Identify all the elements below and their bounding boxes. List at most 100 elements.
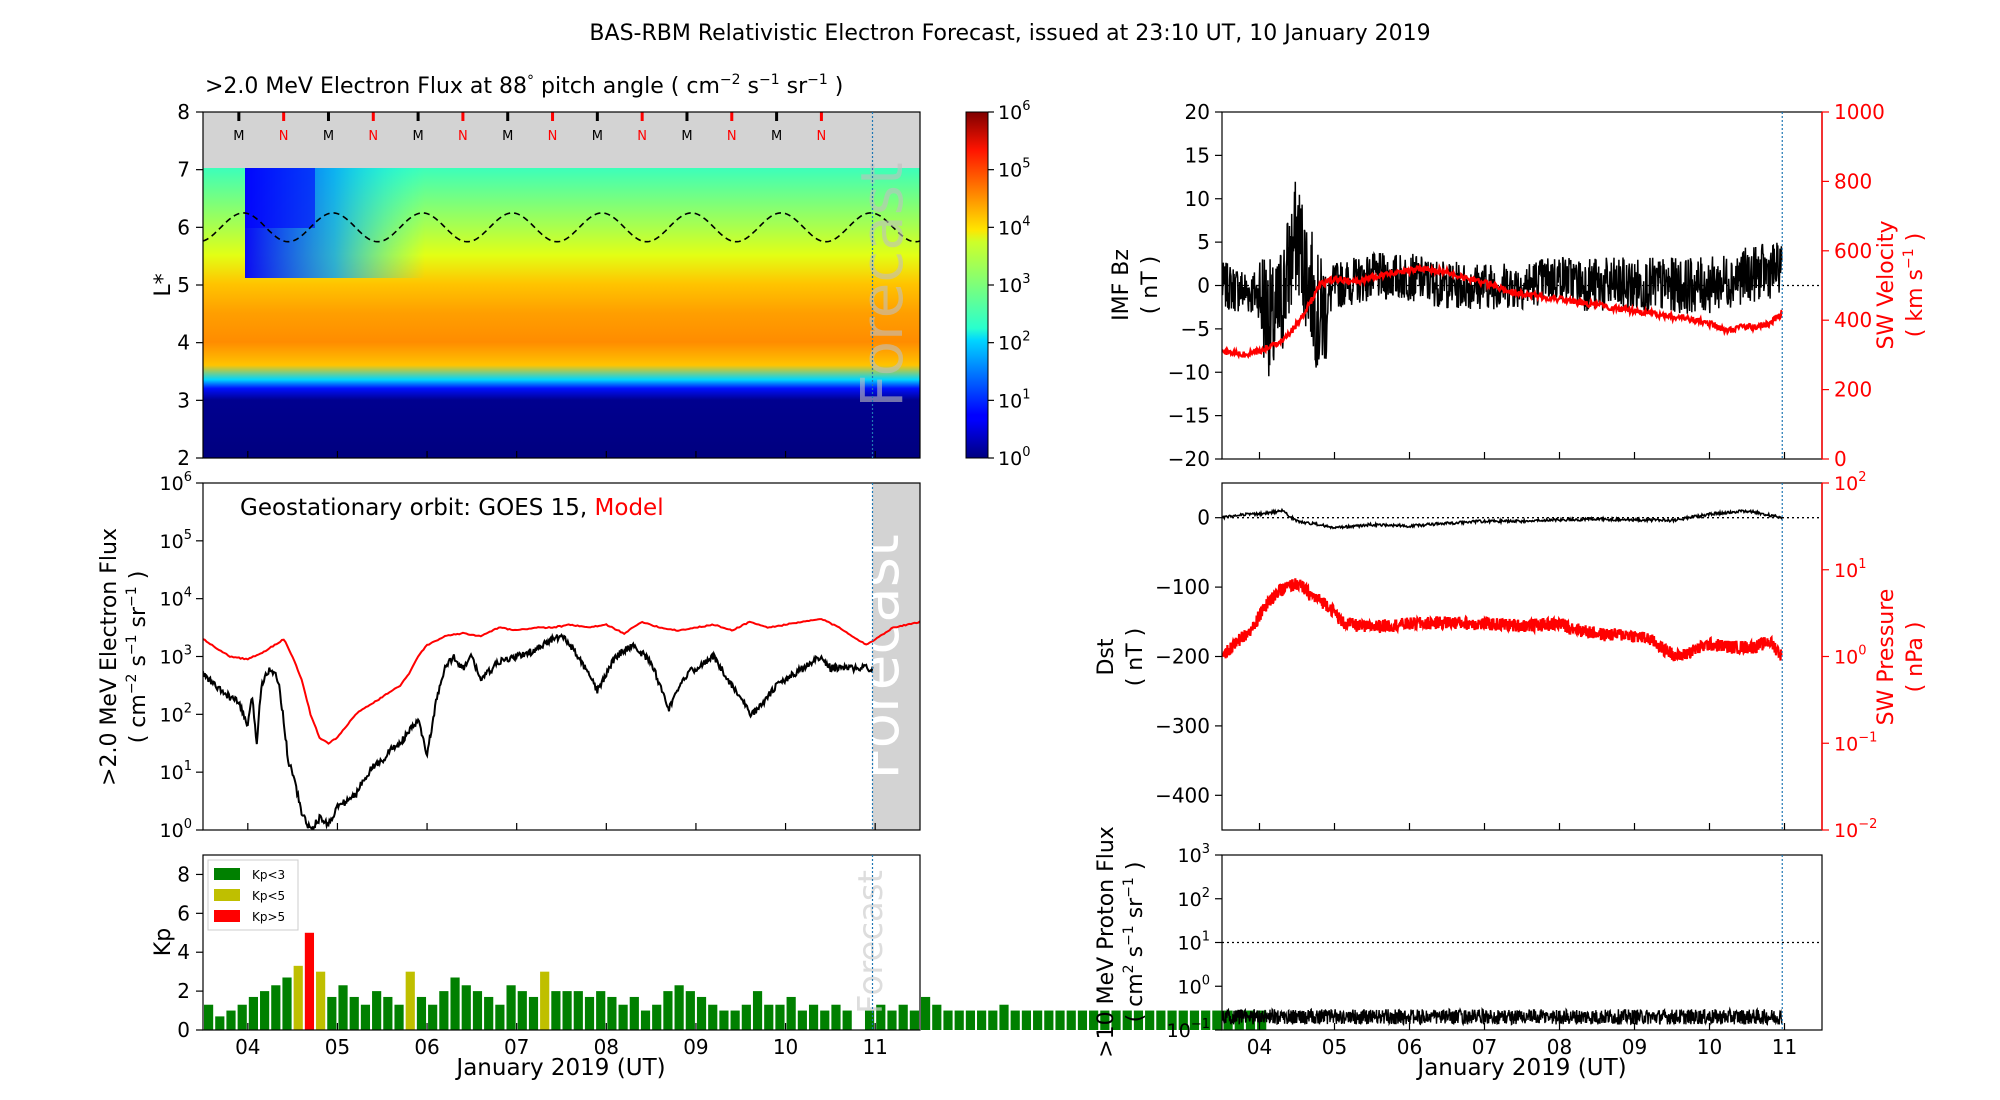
proton-yticks: 10−1 100 101 102 103: [1167, 842, 1222, 1042]
kp-bar: [898, 1004, 908, 1030]
ytick-label: −100: [1155, 575, 1210, 599]
proton-panel: 10−1 100 101 102 103 >10 MeV Proton Flux ( c…: [1094, 826, 1823, 1058]
kp-bar: [1066, 1010, 1076, 1030]
xtick-label: 08: [1547, 1035, 1572, 1059]
right-xticks: 04 05 06 07 08 09 10 11: [1247, 452, 1797, 1059]
kp-bar: [1021, 1010, 1032, 1030]
kp-bar: [943, 1010, 953, 1030]
mn-label: M: [323, 129, 334, 144]
kp-bar: [652, 1004, 662, 1030]
kp-bar: [954, 1010, 964, 1030]
kp-bar: [786, 996, 796, 1030]
imf-ylabel: IMF Bz: [1109, 249, 1134, 321]
kp-bar: [921, 996, 931, 1030]
mn-label: N: [817, 129, 827, 144]
kp-bar: [484, 996, 494, 1030]
imf-yticks: −20 −15 −10 −5 0 5 10 15 20: [1168, 100, 1222, 471]
ytick-label: −300: [1155, 714, 1210, 738]
xtick-label: 10: [1697, 1035, 1722, 1059]
ytick-label: 106: [160, 470, 192, 495]
dst-ylabel: Dst: [1094, 638, 1119, 675]
mn-label: N: [727, 129, 737, 144]
kp-frame: [202, 854, 921, 1031]
kp-bar: [293, 965, 303, 1030]
kp-bar: [528, 996, 539, 1030]
dst-yticks-right: 10−2 10−1 100 101 102: [1822, 470, 1877, 842]
kp-bar: [551, 991, 561, 1030]
kp-bar: [349, 996, 359, 1030]
kp-bar: [1033, 1010, 1043, 1030]
ytick-label: 6: [177, 901, 190, 925]
ytick-label: 7: [177, 158, 190, 182]
kp-bar: [977, 1010, 987, 1030]
kp-bar: [215, 1016, 225, 1030]
lstar-dropout-core: [245, 168, 315, 228]
kp-bar: [1044, 1010, 1054, 1030]
kp-bar: [540, 971, 550, 1030]
xtick-label: 09: [1622, 1035, 1647, 1059]
imf-bz-line: [1222, 181, 1783, 377]
ytick-label: 100: [160, 817, 192, 842]
kp-bar: [842, 1010, 852, 1030]
colorbar-ticks: 100 101 102 103 104 105 106: [988, 99, 1030, 470]
xtick-label: 07: [1472, 1035, 1497, 1059]
kp-bar: [1156, 1010, 1166, 1030]
kp-bar: [797, 1010, 807, 1030]
ytick-label-right: 100: [1834, 644, 1866, 669]
sw-velocity-ylabel: SW Velocity: [1874, 220, 1899, 349]
colorbar-tick-label: 100: [998, 445, 1030, 470]
imf-ylabel-units: ( nT ): [1138, 256, 1163, 315]
kp-bar: [394, 1004, 404, 1030]
kp-bar: [607, 996, 617, 1030]
ytick-label-right: 10−1: [1834, 730, 1877, 755]
ytick-label: 8: [177, 100, 190, 124]
kp-bar: [316, 971, 326, 1030]
kp-bar: [495, 1004, 505, 1030]
ytick-label: 103: [160, 644, 192, 669]
ytick-label-right: 0: [1834, 447, 1847, 471]
geo-forecast-label: Forecast: [844, 534, 912, 779]
geo-ylabel: >2.0 MeV Electron Flux: [97, 528, 122, 786]
kp-bar: [640, 1010, 651, 1030]
ytick-label: −20: [1168, 447, 1210, 471]
kp-bar: [596, 991, 606, 1030]
proton-ylabel: >10 MeV Proton Flux: [1094, 826, 1119, 1058]
mn-label: N: [637, 129, 647, 144]
kp-bar: [1133, 1010, 1144, 1030]
kp-bar: [1111, 1010, 1121, 1030]
xtick-label: 06: [1397, 1035, 1422, 1059]
kp-bar: [562, 991, 572, 1030]
sw-velocity-ylabel-units: ( km s−1 ): [1901, 233, 1928, 337]
kp-bar: [517, 991, 527, 1030]
kp-bar: [730, 1010, 740, 1030]
mn-label: M: [771, 129, 782, 144]
ytick-label-right: 600: [1834, 239, 1872, 263]
kp-bar: [573, 991, 583, 1030]
kp-bar: [1178, 1010, 1188, 1030]
kp-bar: [439, 991, 449, 1030]
left-xlabel: January 2019 (UT): [454, 1055, 665, 1081]
mn-label: N: [279, 129, 289, 144]
xtick-label: 05: [1322, 1035, 1347, 1059]
kp-bar: [1055, 1010, 1065, 1030]
colorbar-tick-label: 105: [998, 157, 1030, 182]
kp-bar: [338, 985, 348, 1030]
mn-label: M: [681, 129, 692, 144]
kp-bar: [618, 1004, 628, 1030]
ytick-label: 0: [177, 1018, 190, 1042]
kp-bar: [663, 991, 673, 1030]
kp-legend-swatch-mid: [214, 889, 240, 901]
kp-legend-low: Kp<3: [252, 868, 285, 882]
ytick-label: 4: [177, 331, 190, 355]
proton-flux-line: [1222, 1006, 1783, 1027]
kp-bar: [629, 996, 639, 1030]
kp-bar: [327, 996, 337, 1030]
kp-bar: [719, 1010, 729, 1030]
kp-bar: [1145, 1010, 1155, 1030]
kp-bar: [909, 1010, 919, 1030]
colorbar-gradient: [965, 111, 989, 459]
xtick-label: 11: [862, 1035, 887, 1059]
kp-bar: [472, 991, 483, 1030]
kp-bar: [1167, 1010, 1177, 1030]
kp-bar: [696, 996, 707, 1030]
